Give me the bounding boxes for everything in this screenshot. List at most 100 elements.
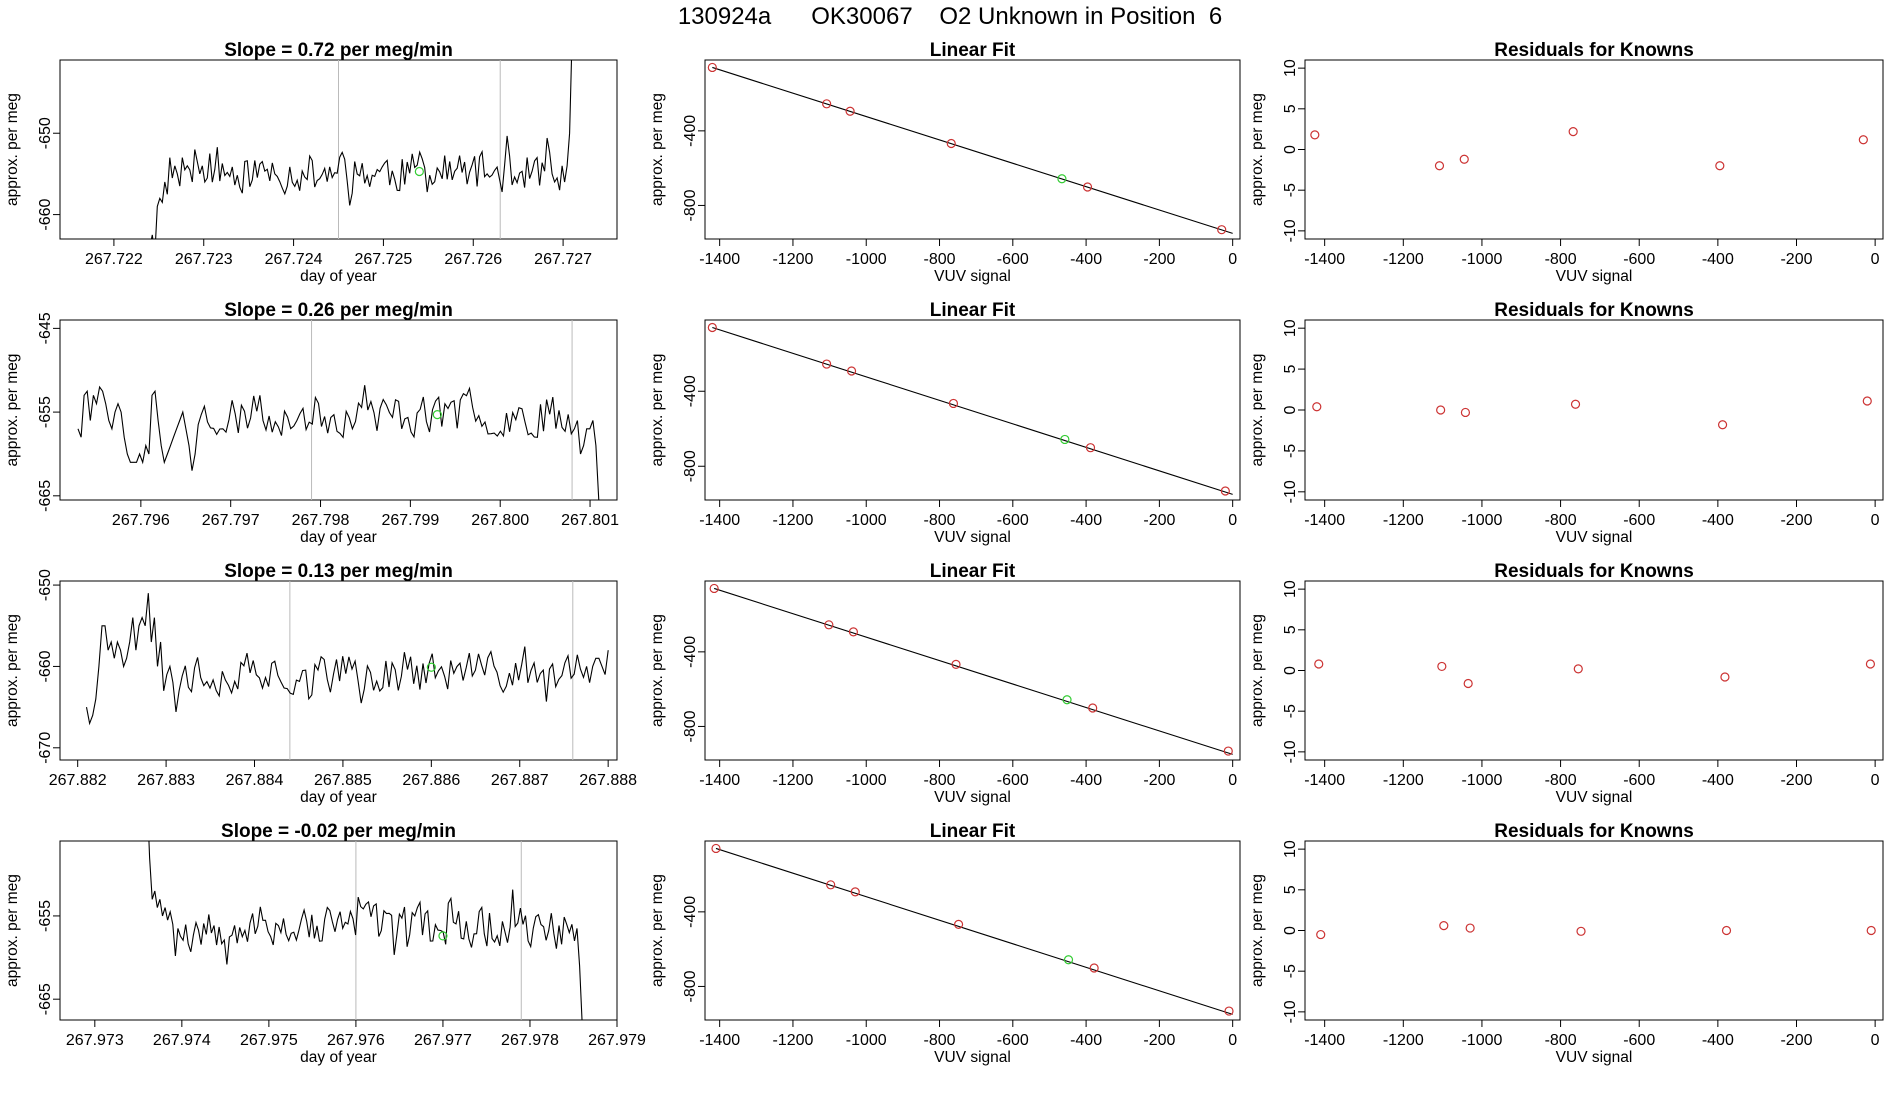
y-tick-label: -800 xyxy=(682,450,699,482)
known-point xyxy=(822,99,832,109)
panel-title: Residuals for Knowns xyxy=(1494,821,1694,842)
x-axis-label: VUV signal xyxy=(934,789,1011,806)
y-axis-label: approx. per meg xyxy=(1249,93,1266,206)
known-point xyxy=(850,887,860,897)
panel-3-3: Residuals for Knowns-1400 -1200 -1000 -800-… xyxy=(1249,561,1884,806)
y-tick-label: -665 xyxy=(37,480,54,512)
y-tick-label: 5 xyxy=(1282,104,1299,113)
y-tick-label: 5 xyxy=(1282,365,1299,374)
y-tick-label: 10 xyxy=(1282,59,1299,77)
known-point xyxy=(1088,703,1098,713)
x-axis-label: VUV signal xyxy=(1556,1049,1633,1066)
x-tick-label: 267.727 xyxy=(534,251,592,268)
known-point xyxy=(1089,963,1099,973)
plot-area xyxy=(711,843,1234,1016)
known-point xyxy=(1217,225,1227,235)
unknown-point xyxy=(1062,695,1072,705)
y-tick-label: 5 xyxy=(1282,625,1299,634)
x-tick-label: -1200 xyxy=(1383,512,1424,529)
residual-point xyxy=(1576,926,1586,936)
y-tick-label: -650 xyxy=(37,569,54,601)
x-tick-label: 0 xyxy=(1871,1032,1880,1049)
x-tick-label: -800 xyxy=(924,1032,956,1049)
panel-title: Slope = 0.72 per meg/min xyxy=(224,40,453,61)
y-tick-label: -655 xyxy=(37,900,54,932)
x-tick-label: -800 xyxy=(1545,251,1577,268)
x-tick-label: -1000 xyxy=(846,1032,887,1049)
x-tick-label: 267.800 xyxy=(471,512,529,529)
plot-frame xyxy=(1304,840,1884,1021)
plot-area xyxy=(1316,921,1876,940)
plot-frame xyxy=(59,580,618,761)
y-tick-label: -400 xyxy=(682,896,699,928)
residual-point xyxy=(1862,396,1872,406)
x-tick-label: -600 xyxy=(1623,512,1655,529)
y-tick-label: -660 xyxy=(37,650,54,682)
x-axis-label: day of year xyxy=(300,268,377,285)
series-line xyxy=(148,841,583,1020)
y-axis-label: approx. per meg xyxy=(1249,874,1266,987)
residual-point xyxy=(1568,127,1578,137)
x-tick-label: -1400 xyxy=(1304,251,1345,268)
y-tick-label: 0 xyxy=(1282,926,1299,935)
x-tick-label: 267.976 xyxy=(327,1032,385,1049)
fit-line xyxy=(715,847,1233,1015)
x-tick-label: 267.796 xyxy=(112,512,170,529)
plot-frame xyxy=(59,319,618,501)
x-tick-label: -600 xyxy=(1623,772,1655,789)
x-tick-label: -800 xyxy=(924,251,956,268)
plot-area xyxy=(707,62,1233,235)
y-tick-label: -800 xyxy=(682,970,699,1002)
y-axis-label: approx. per meg xyxy=(4,354,21,467)
known-point xyxy=(946,138,956,149)
residual-point xyxy=(1866,925,1876,936)
panel-4-2: Linear Fit -1400 -1200 -1000 -800 -600 -400 -20… xyxy=(649,821,1241,1066)
x-tick-label: 267.725 xyxy=(354,251,412,268)
x-tick-label: -200 xyxy=(1143,772,1175,789)
plot-frame xyxy=(1304,59,1884,240)
y-tick-label: -655 xyxy=(37,396,54,428)
x-tick-label: -1400 xyxy=(699,772,740,789)
x-tick-label: 267.885 xyxy=(314,772,372,789)
x-axis-label: VUV signal xyxy=(934,529,1011,546)
x-tick-label: -400 xyxy=(1070,1032,1102,1049)
plot-area xyxy=(85,581,609,760)
x-tick-label: 267.888 xyxy=(579,772,637,789)
known-point xyxy=(1220,486,1230,496)
y-tick-label: 0 xyxy=(1282,405,1299,414)
x-tick-label: 267.723 xyxy=(175,251,233,268)
x-tick-label: -1400 xyxy=(699,1032,740,1049)
x-tick-label: -200 xyxy=(1780,772,1812,789)
x-tick-label: -1000 xyxy=(1461,1032,1502,1049)
known-point xyxy=(1082,182,1093,192)
residual-point xyxy=(1312,402,1322,412)
panel-1-2: Linear Fit -1400 -1200 -1000 -800 -600 -400 -20… xyxy=(649,40,1241,285)
x-tick-label: -600 xyxy=(1623,1032,1655,1049)
x-tick-label: -400 xyxy=(1702,1032,1734,1049)
x-tick-label: 0 xyxy=(1228,772,1237,789)
x-tick-label: 0 xyxy=(1228,1032,1237,1049)
panel-title: Linear Fit xyxy=(930,821,1016,842)
known-point xyxy=(848,627,859,637)
x-tick-label: -200 xyxy=(1780,512,1812,529)
series-line xyxy=(150,60,573,239)
y-tick-label: -650 xyxy=(37,117,54,149)
y-tick-label: 10 xyxy=(1282,580,1299,598)
known-point xyxy=(951,659,961,669)
panel-2-1: Slope = 0.26 per meg/min 267.796 267.797 26… xyxy=(4,300,619,546)
panel-4-1: Slope = -0.02 per meg/min 267.973 267.974 2… xyxy=(4,821,646,1066)
plot-area xyxy=(77,320,600,500)
known-point xyxy=(826,880,836,890)
y-tick-label: -670 xyxy=(37,732,54,764)
x-tick-label: 0 xyxy=(1228,251,1237,268)
x-tick-label: -200 xyxy=(1780,1032,1812,1049)
y-tick-label: -665 xyxy=(37,983,54,1015)
x-tick-label: -1000 xyxy=(1461,772,1502,789)
x-tick-label: 267.886 xyxy=(402,772,460,789)
panel-2-3: Residuals for Knowns-1400 -1200 -1000 -800-… xyxy=(1249,300,1884,546)
x-tick-label: 267.883 xyxy=(137,772,195,789)
panel-title: Slope = -0.02 per meg/min xyxy=(221,821,456,842)
x-tick-label: -1200 xyxy=(772,512,813,529)
unknown-point xyxy=(1057,174,1067,184)
